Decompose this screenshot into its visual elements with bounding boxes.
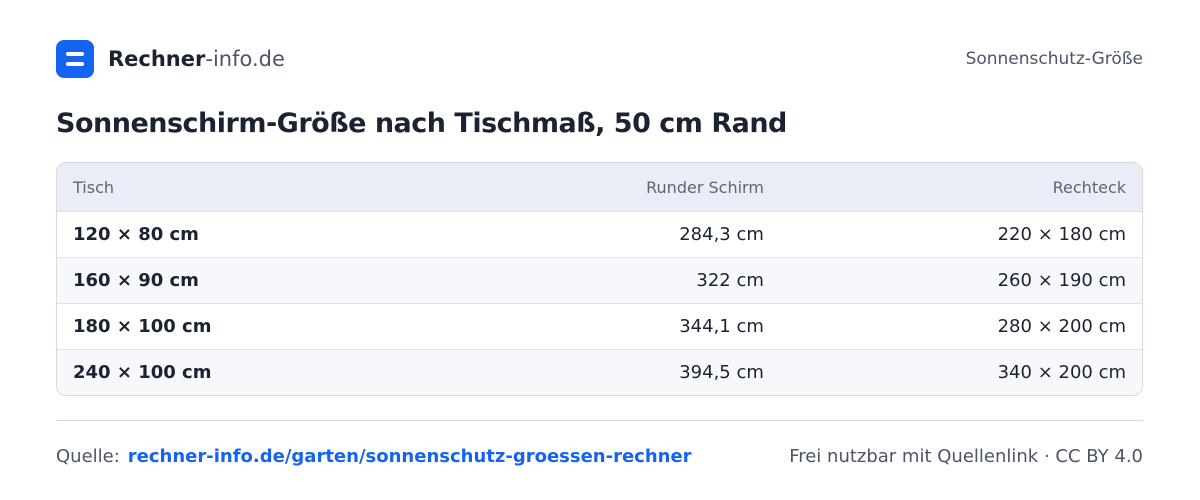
table-row: 120 × 80 cm 284,3 cm 220 × 180 cm [57,211,1142,258]
table-cell: 394,5 cm [441,349,780,395]
source-link[interactable]: rechner-info.de/garten/sonnenschutz-groe… [127,446,692,467]
source-label: Quelle: [56,446,120,467]
table-cell: 120 × 80 cm [57,211,442,258]
brand: Rechner -info.de [56,40,285,78]
license: CC BY 4.0 [1055,446,1143,467]
source: Quelle: rechner-info.de/garten/sonnenschu… [56,446,692,467]
table-cell: 160 × 90 cm [57,257,442,304]
table-cell: 240 × 100 cm [57,349,442,395]
table-cell: 344,1 cm [441,303,780,350]
footer: Quelle: rechner-info.de/garten/sonnenschu… [56,446,1143,467]
license-text: Frei nutzbar mit Quellenlink [789,446,1039,467]
title: Sonnenschirm-Größe nach Tischmaß, 50 cm … [56,108,787,139]
brand-light: -info.de [205,47,285,71]
table-row: 240 × 100 cm 394,5 cm 340 × 200 cm [57,349,1142,395]
table-cell: 340 × 200 cm [779,349,1142,395]
table-cell: 220 × 180 cm [779,211,1142,258]
separator: · [1043,446,1050,467]
logo [56,40,94,78]
brand-bold: Rechner [108,47,206,71]
column-header: Rechteck [779,163,1142,212]
license-info: Frei nutzbar mit Quellenlink · CC BY 4.0 [789,446,1143,467]
divider [56,420,1143,421]
topic: Sonnenschutz-Größe [965,49,1143,69]
column-header: Runder Schirm [441,163,780,212]
table-frame: Tisch Runder Schirm Rechteck 120 × 80 cm 284… [56,162,1143,396]
column-header: Tisch [57,163,442,212]
table-row: 180 × 100 cm 344,1 cm 280 × 200 cm [57,303,1142,350]
table: Tisch Runder Schirm Rechteck 120 × 80 cm 284… [57,163,1142,395]
table-cell: 284,3 cm [441,211,780,258]
table-row: 160 × 90 cm 322 cm 260 × 190 cm [57,257,1142,304]
table-cell: 180 × 100 cm [57,303,442,350]
table-cell: 322 cm [441,257,780,304]
header-row: Tisch Runder Schirm Rechteck [57,163,1142,212]
card: Rechner -info.de Sonnenschutz-Größe Sonne… [56,0,1143,500]
table-cell: 280 × 200 cm [779,303,1142,350]
table-cell: 260 × 190 cm [779,257,1142,304]
header: Rechner -info.de Sonnenschutz-Größe [56,40,1143,78]
